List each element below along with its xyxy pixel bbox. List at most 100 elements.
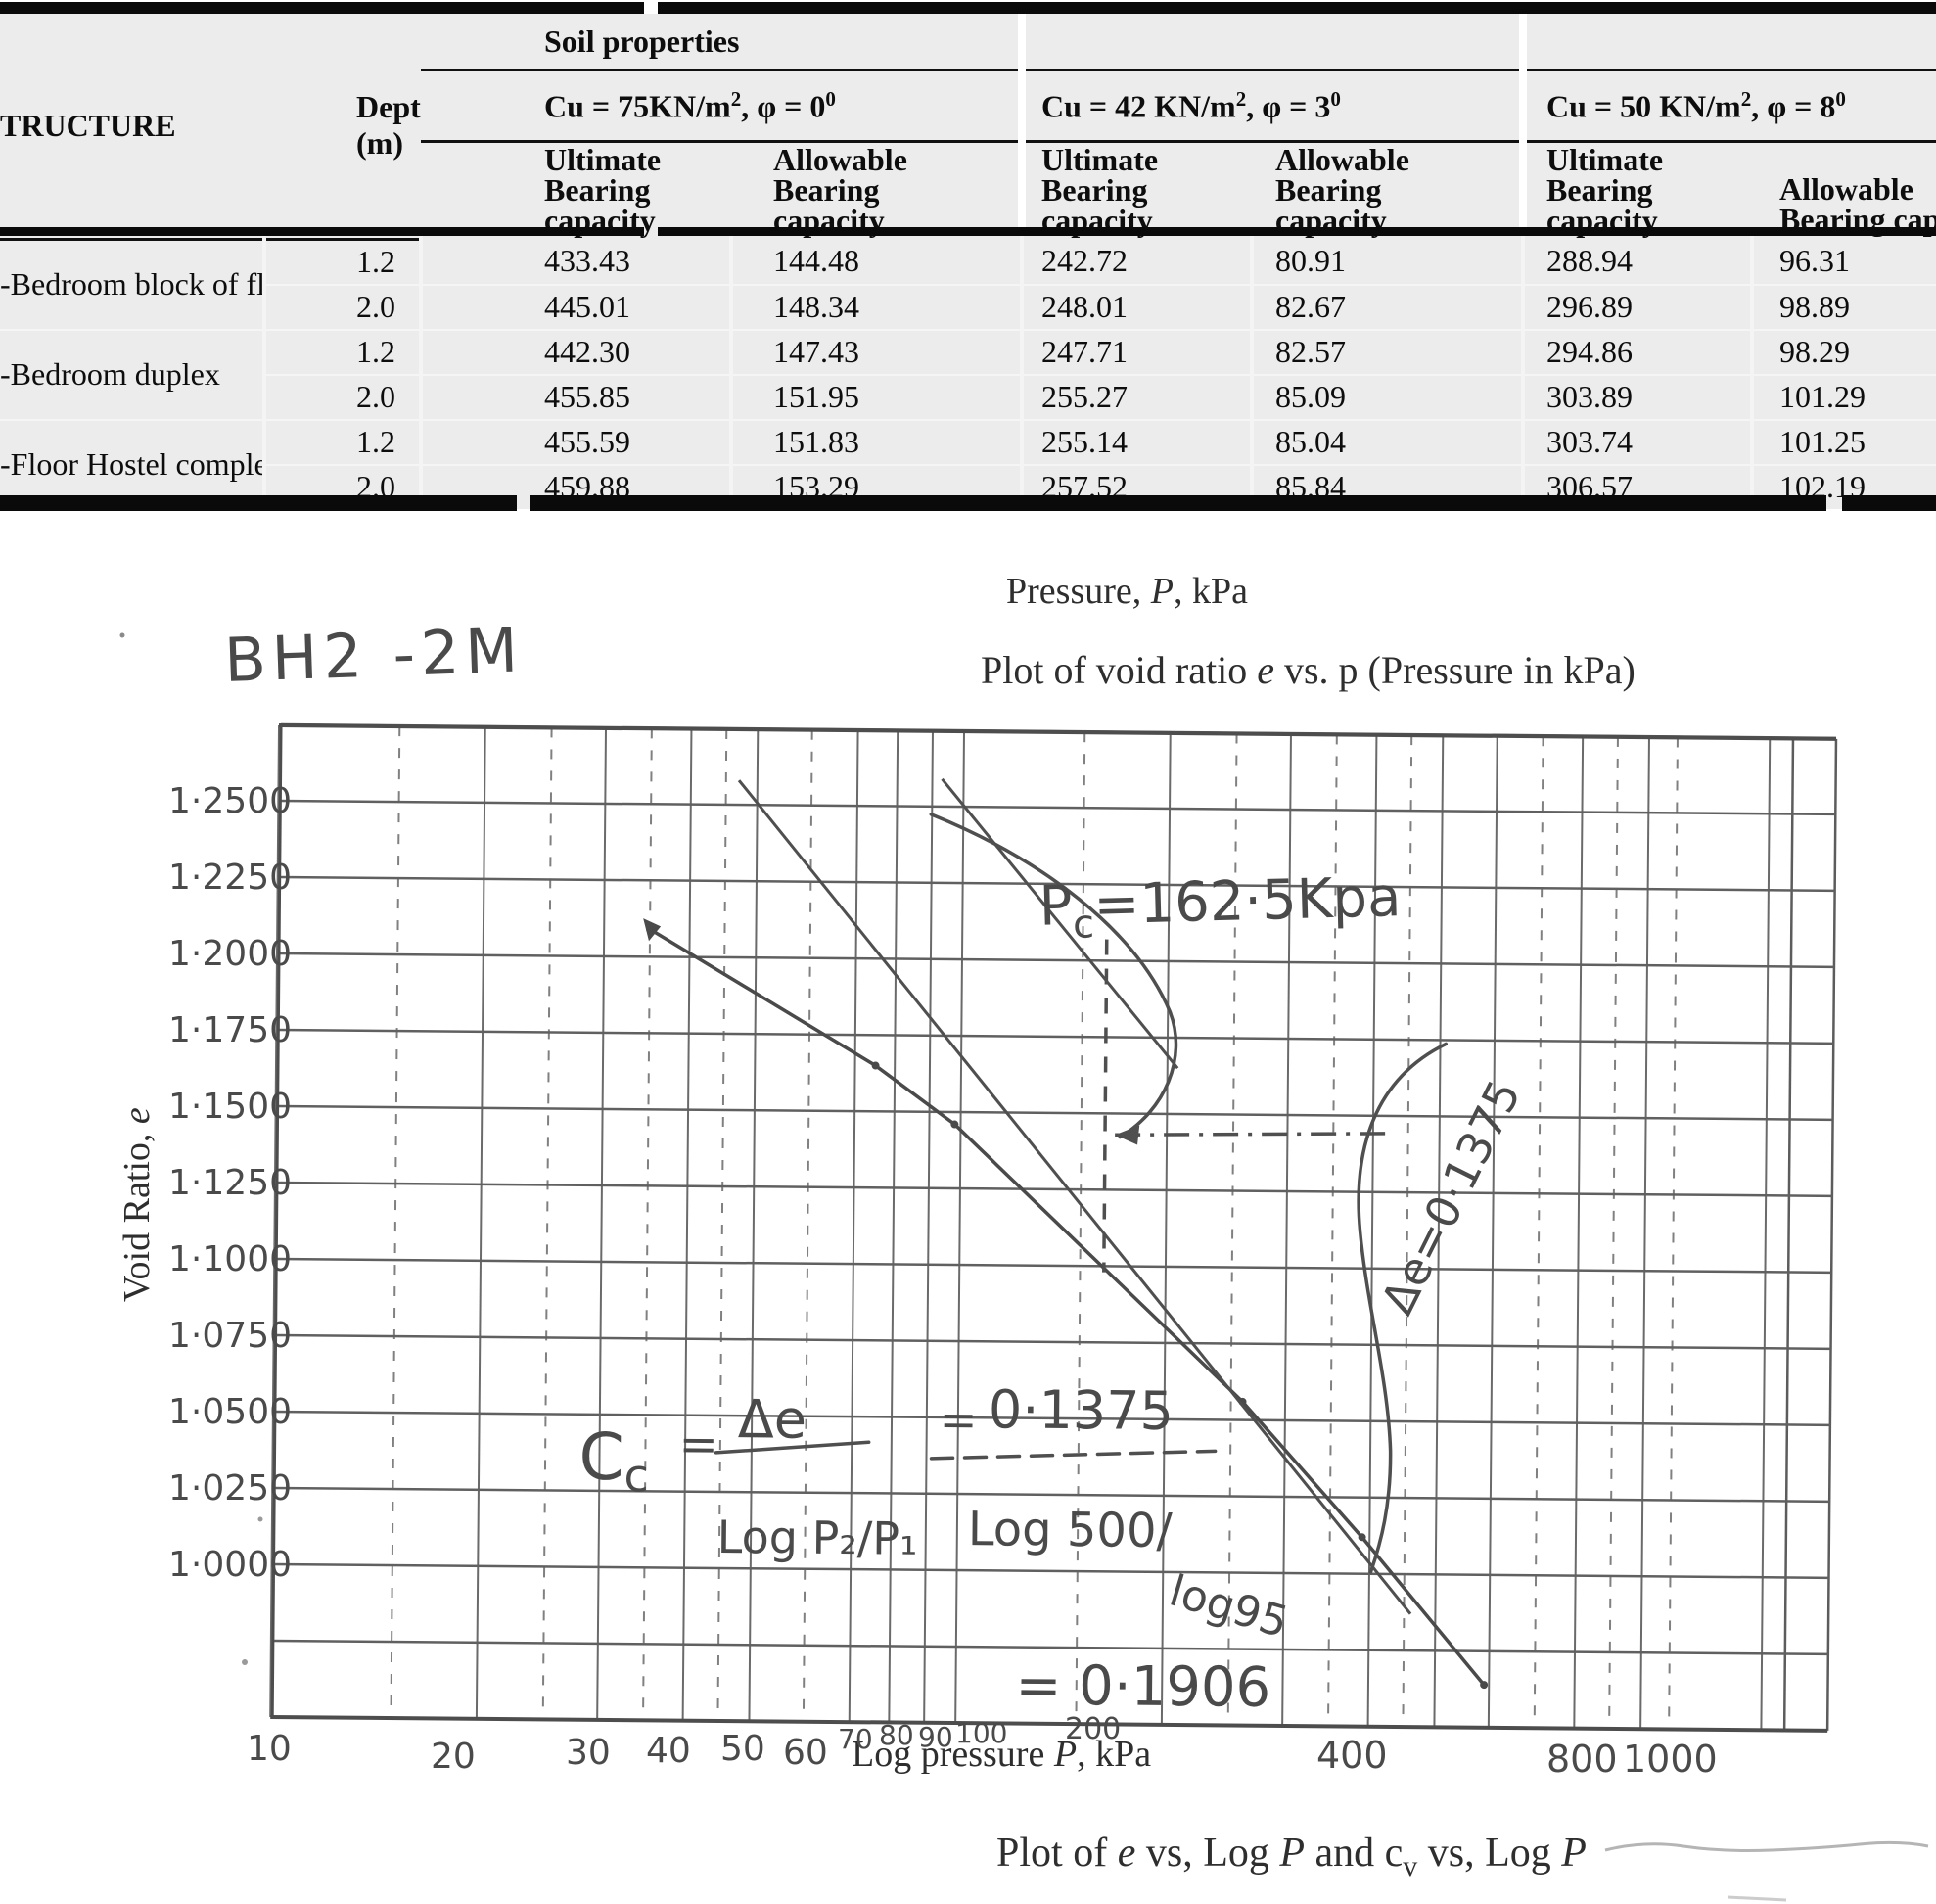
y-tick-label: 1·2000 bbox=[168, 934, 292, 974]
grid-vline bbox=[541, 727, 553, 1720]
subtitle-part: Plot of void ratio bbox=[981, 648, 1257, 692]
group1-title: Cu = 75KN/m bbox=[544, 88, 731, 124]
scan-speck bbox=[119, 632, 125, 638]
cc-denominator-2: Log 500/ bbox=[968, 1502, 1174, 1558]
group2-sup-deg: 0 bbox=[1330, 86, 1341, 111]
table-row: 2.0 455.85 151.95 255.27 85.09 303.89 10… bbox=[0, 373, 1936, 420]
grid-vline bbox=[1160, 732, 1172, 1725]
value-cell: 248.01 bbox=[1022, 283, 1252, 330]
grid-vline bbox=[1608, 736, 1619, 1729]
value-cell: 288.94 bbox=[1546, 243, 1633, 279]
bisector-line bbox=[941, 777, 1179, 1070]
y-tick-labels: 1·2500 1·2250 1·2000 1·1750 1·1500 1·1250 1·10… bbox=[168, 781, 292, 1585]
group3-title: Cu = 50 KN/m bbox=[1546, 88, 1741, 124]
caption-part-italic: P bbox=[1560, 1831, 1587, 1876]
chart-root-group: Pc=162·5Kpa Cc = Δe Log P₂/P₁ = 0·1375 L… bbox=[269, 722, 1838, 1733]
grid-hline bbox=[274, 1410, 1830, 1427]
value-cell: 242.72 bbox=[1041, 243, 1128, 279]
x-tick-label: 80 bbox=[879, 1719, 914, 1751]
grid-vline bbox=[954, 731, 966, 1724]
subtitle-part-italic: e bbox=[1257, 648, 1274, 692]
subheader-line: Bearing bbox=[1041, 172, 1148, 208]
ylabel-part-italic: e bbox=[116, 1107, 158, 1124]
chart-subtitle: Plot of void ratio e vs. p (Pressure in … bbox=[981, 648, 1636, 692]
value-cell: 255.27 bbox=[1022, 373, 1252, 420]
cc-result: = 0·1906 bbox=[1015, 1654, 1270, 1720]
value-cell: 296.89 bbox=[1523, 283, 1752, 330]
compression-curve-group bbox=[643, 918, 1489, 1690]
compression-curve bbox=[649, 927, 1486, 1687]
title-part: , kPa bbox=[1174, 571, 1248, 612]
grid-vline bbox=[642, 728, 653, 1721]
value-cell: 151.95 bbox=[731, 373, 1022, 420]
subheader-ultimate-2: Ultimate Bearing capacity bbox=[1022, 142, 1252, 240]
x-tick-label: 60 bbox=[783, 1733, 828, 1773]
x-tick-label: 40 bbox=[646, 1731, 691, 1771]
cc-equals: = bbox=[678, 1417, 718, 1472]
value-cell: 148.34 bbox=[731, 283, 1022, 330]
subheader-line: Allowable bbox=[1779, 171, 1913, 207]
column-divider bbox=[1020, 236, 1024, 495]
value-cell: 85.04 bbox=[1252, 418, 1523, 465]
dash-line-arrowhead bbox=[1115, 1125, 1140, 1145]
y-tick-label: 1·0500 bbox=[168, 1392, 292, 1432]
delta-e-annotation: Δe=0·1375 bbox=[1370, 1072, 1531, 1323]
scan-scribble bbox=[1604, 1840, 1929, 1852]
grid-vline bbox=[681, 728, 693, 1721]
group-header-cu75: Cu = 75KN/m2, φ = 00 bbox=[421, 70, 1022, 143]
grid-hline bbox=[280, 799, 1836, 816]
caption-sub-v: v bbox=[1403, 1850, 1417, 1882]
tangent-line bbox=[737, 779, 1412, 1615]
x-tick-label: 10 bbox=[247, 1729, 292, 1769]
data-point-marker bbox=[871, 1061, 880, 1070]
cc-denominator: Log P₂/P₁ bbox=[717, 1510, 918, 1565]
grid-hline bbox=[278, 1028, 1834, 1045]
y-tick-label: 1·1750 bbox=[168, 1010, 292, 1050]
y-tick-label: 1·1000 bbox=[168, 1239, 292, 1279]
x-tick-label: 1000 bbox=[1623, 1738, 1718, 1781]
group3-sup-m2: 2 bbox=[1740, 86, 1752, 111]
y-tick-label: 1·2250 bbox=[168, 858, 292, 898]
xlabel-part: , kPa bbox=[1077, 1734, 1151, 1775]
subheader-allowable-2: Allowable Bearing capacity bbox=[1252, 142, 1523, 240]
grid-vline bbox=[748, 729, 760, 1722]
pc-dashed-vline bbox=[1102, 939, 1109, 1273]
x-tick-label: 30 bbox=[566, 1733, 611, 1773]
structure-column-header: TRUCTURE bbox=[0, 14, 264, 241]
table-bottom-border-3 bbox=[1842, 495, 1936, 511]
subheader-ultimate-1: Ultimate Bearing capacity bbox=[421, 142, 731, 240]
depth-header-line1: Depth bbox=[356, 89, 421, 125]
soil-properties-header: Soil properties bbox=[421, 14, 1936, 71]
grid-right-border bbox=[1782, 738, 1795, 1731]
value-cell: 101.29 bbox=[1752, 373, 1936, 420]
column-divider bbox=[262, 236, 266, 495]
value-cell: 255.14 bbox=[1022, 418, 1252, 465]
subheader-line: Ultimate bbox=[1041, 142, 1159, 177]
value-cell: 151.83 bbox=[731, 418, 1022, 465]
group2-phi: , φ = 3 bbox=[1246, 88, 1331, 124]
y-tick-label: 1·0750 bbox=[168, 1316, 292, 1356]
pc-annotation: Pc=162·5Kpa bbox=[1038, 865, 1402, 949]
value-cell: 303.74 bbox=[1523, 418, 1752, 465]
table-row: -Bedroom duplex 1.2 442.30 147.43 247.71… bbox=[0, 328, 1936, 420]
x-tick-labels: 10 20 30 40 50 60 70 80 90 100 200 400 800 1000 bbox=[247, 1712, 1718, 1781]
fraction-bar-1 bbox=[714, 1440, 871, 1455]
grid-vline bbox=[802, 729, 813, 1722]
casagrande-construction-group bbox=[737, 777, 1412, 1615]
depth-cell: 1.2 bbox=[264, 328, 421, 375]
table-row: 2.0 445.01 148.34 248.01 82.67 296.89 98… bbox=[0, 283, 1936, 330]
grid-vline bbox=[923, 730, 934, 1723]
xlabel-part-italic: P bbox=[1053, 1734, 1077, 1775]
chart-bottom-border bbox=[270, 1714, 1828, 1733]
pc-p: P bbox=[1038, 874, 1073, 939]
value-cell: 433.43 bbox=[544, 243, 630, 279]
value-cell: 101.25 bbox=[1752, 418, 1936, 465]
grid-vline bbox=[1533, 736, 1544, 1729]
group-header-cu50: Cu = 50 KN/m2, φ = 80 bbox=[1523, 70, 1936, 143]
structure-label: -Bedroom block of flats bbox=[0, 266, 264, 302]
table-row: -Floor Hostel complex 1.2 455.59 151.83 … bbox=[0, 418, 1936, 509]
column-divider bbox=[1750, 236, 1754, 495]
y-axis-title: Void Ratio, e bbox=[116, 1107, 158, 1302]
table-bottom-border-2 bbox=[530, 495, 1826, 511]
grid-hline bbox=[273, 1562, 1829, 1580]
